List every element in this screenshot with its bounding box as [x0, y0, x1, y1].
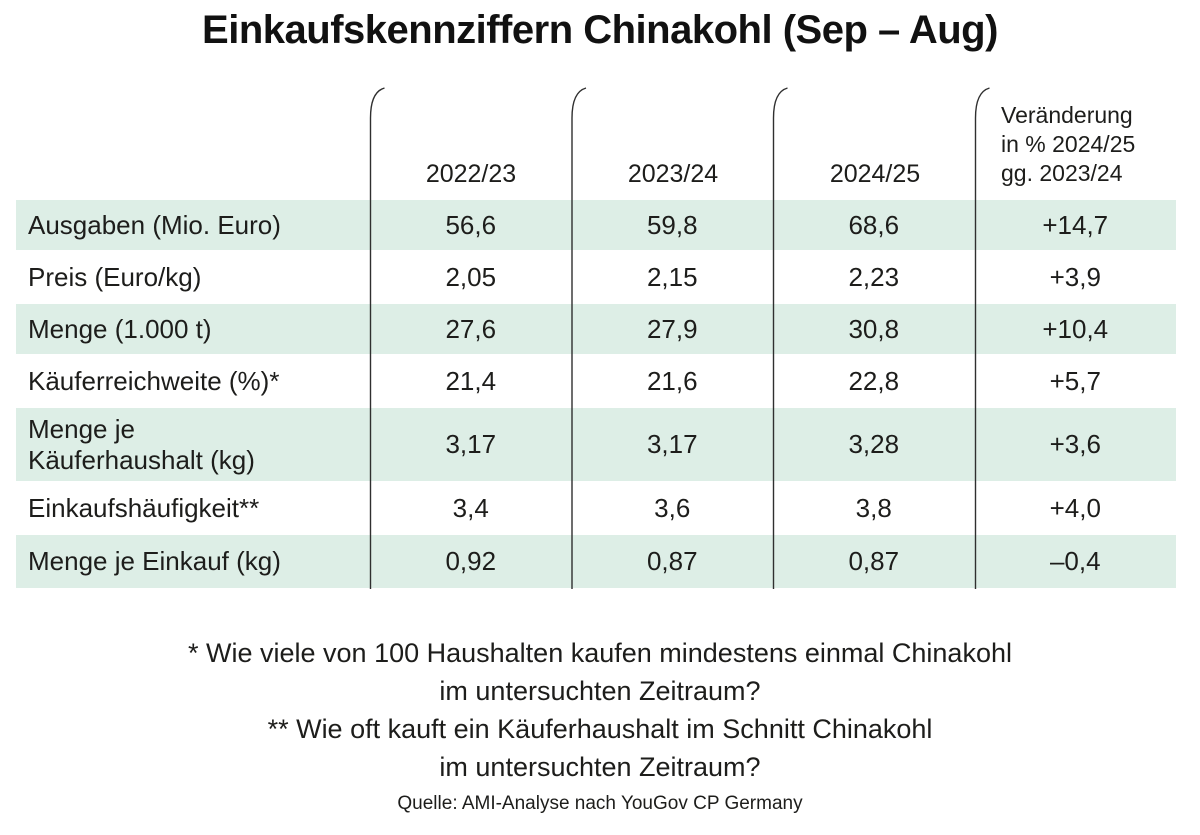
value-change: +4,0	[1049, 492, 1101, 523]
table-row-menge-je-einkauf: Menge je Einkauf (kg) 0,92 0,87 0,87 –0,…	[16, 535, 1176, 588]
data-table: Ausgaben (Mio. Euro) 56,6 59,8 68,6 +14,…	[16, 200, 1176, 590]
footnotes: * Wie viele von 100 Haushalten kaufen mi…	[0, 634, 1200, 786]
table-row-kaeuferreichweite: Käuferreichweite (%)* 21,4 21,6 22,8 +5,…	[16, 356, 1176, 406]
change-header-line-2: in % 2024/25	[1001, 131, 1136, 157]
table-row-menge-je-kaeuferhaushalt: Menge je Käuferhaushalt (kg) 3,17 3,17 3…	[16, 408, 1176, 481]
value-2022-23: 27,6	[445, 313, 497, 344]
value-2023-24: 3,6	[654, 492, 691, 523]
value-2022-23: 0,92	[445, 546, 497, 576]
column-header-2024-25: 2024/25	[829, 160, 921, 188]
column-header-change: Veränderung in % 2024/25 gg. 2023/24	[1001, 101, 1181, 188]
value-change: +3,6	[1049, 429, 1101, 459]
value-2022-23: 2,05	[445, 261, 497, 292]
value-2024-25: 68,6	[848, 209, 900, 240]
row-label: Ausgaben (Mio. Euro)	[28, 209, 281, 240]
value-2023-24: 3,17	[646, 429, 698, 459]
source-line: Quelle: AMI-Analyse nach YouGov CP Germa…	[397, 793, 803, 814]
value-change: +10,4	[1042, 313, 1109, 344]
row-label: Menge je Einkauf (kg)	[28, 546, 281, 576]
value-2023-24: 0,87	[646, 546, 698, 576]
value-2023-24: 59,8	[646, 209, 698, 240]
chart-title: Einkaufskennziffern Chinakohl (Sep – Aug…	[202, 8, 998, 52]
footnote-line-3: ** Wie oft kauft ein Käuferhaushalt im S…	[267, 714, 933, 744]
value-change: –0,4	[1049, 546, 1101, 576]
value-2022-23: 56,6	[445, 209, 497, 240]
value-2024-25: 22,8	[848, 365, 900, 396]
value-2024-25: 3,8	[855, 492, 892, 523]
column-header-2022-23: 2022/23	[425, 160, 517, 188]
row-label: Einkaufshäufigkeit**	[28, 492, 260, 523]
value-2023-24: 21,6	[646, 365, 698, 396]
table-row-menge: Menge (1.000 t) 27,6 27,9 30,8 +10,4	[16, 304, 1176, 354]
value-2024-25: 2,23	[848, 261, 900, 292]
value-2023-24: 2,15	[646, 261, 698, 292]
value-2023-24: 27,9	[646, 313, 698, 344]
table-row-ausgaben: Ausgaben (Mio. Euro) 56,6 59,8 68,6 +14,…	[16, 200, 1176, 250]
change-header-line-1: Veränderung	[1001, 102, 1133, 128]
value-change: +14,7	[1042, 209, 1109, 240]
value-change: +5,7	[1049, 365, 1101, 396]
value-2022-23: 3,17	[445, 429, 497, 459]
table-row-preis: Preis (Euro/kg) 2,05 2,15 2,23 +3,9	[16, 252, 1176, 302]
change-header-line-3: gg. 2023/24	[1001, 160, 1123, 186]
value-change: +3,9	[1049, 261, 1101, 292]
value-2024-25: 3,28	[848, 429, 900, 459]
row-label: Menge (1.000 t)	[28, 313, 212, 344]
table-row-einkaufshaeufigkeit: Einkaufshäufigkeit** 3,4 3,6 3,8 +4,0	[16, 483, 1176, 533]
footnote-line-2: im untersuchten Zeitraum?	[439, 676, 761, 706]
value-2022-23: 21,4	[445, 365, 497, 396]
footnote-line-1: * Wie viele von 100 Haushalten kaufen mi…	[188, 638, 1012, 668]
row-label: Menge je Käuferhaushalt (kg)	[28, 413, 255, 475]
row-label: Preis (Euro/kg)	[28, 261, 202, 292]
value-2024-25: 0,87	[848, 546, 900, 576]
value-2024-25: 30,8	[848, 313, 900, 344]
column-header-2023-24: 2023/24	[627, 160, 719, 188]
row-label: Käuferreichweite (%)*	[28, 365, 280, 396]
value-2022-23: 3,4	[452, 492, 489, 523]
footnote-line-4: im untersuchten Zeitraum?	[439, 752, 761, 782]
